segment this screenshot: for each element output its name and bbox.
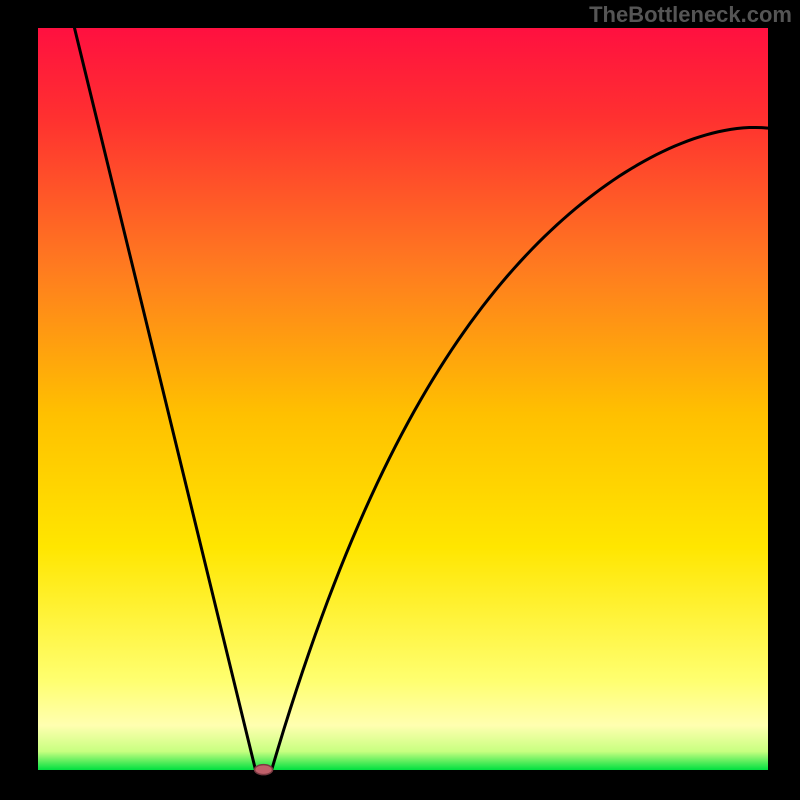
- watermark-text: TheBottleneck.com: [589, 2, 792, 28]
- bottleneck-chart: [0, 0, 800, 800]
- optimal-marker: [255, 765, 273, 775]
- chart-container: TheBottleneck.com: [0, 0, 800, 800]
